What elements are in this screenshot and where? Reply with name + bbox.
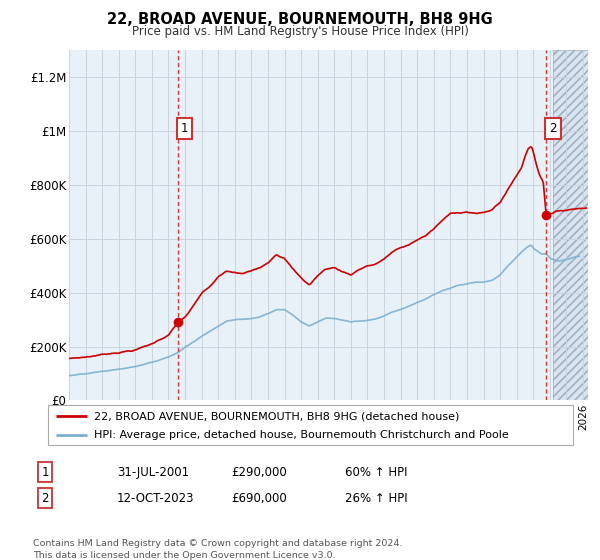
Text: HPI: Average price, detached house, Bournemouth Christchurch and Poole: HPI: Average price, detached house, Bour…: [94, 430, 509, 440]
Text: Contains HM Land Registry data © Crown copyright and database right 2024.
This d: Contains HM Land Registry data © Crown c…: [33, 539, 403, 559]
Text: 2: 2: [41, 492, 49, 505]
FancyBboxPatch shape: [48, 405, 573, 445]
Text: 1: 1: [41, 465, 49, 479]
Text: £290,000: £290,000: [231, 465, 287, 479]
Text: £690,000: £690,000: [231, 492, 287, 505]
Text: 2: 2: [549, 122, 557, 135]
Text: 12-OCT-2023: 12-OCT-2023: [117, 492, 194, 505]
Text: 26% ↑ HPI: 26% ↑ HPI: [345, 492, 407, 505]
Text: 1: 1: [181, 122, 188, 135]
Bar: [553, 50, 588, 400]
Text: Price paid vs. HM Land Registry's House Price Index (HPI): Price paid vs. HM Land Registry's House …: [131, 25, 469, 39]
Text: 60% ↑ HPI: 60% ↑ HPI: [345, 465, 407, 479]
Text: 31-JUL-2001: 31-JUL-2001: [117, 465, 189, 479]
Text: 22, BROAD AVENUE, BOURNEMOUTH, BH8 9HG: 22, BROAD AVENUE, BOURNEMOUTH, BH8 9HG: [107, 12, 493, 27]
Text: 22, BROAD AVENUE, BOURNEMOUTH, BH8 9HG (detached house): 22, BROAD AVENUE, BOURNEMOUTH, BH8 9HG (…: [94, 411, 460, 421]
Bar: [553, 50, 588, 400]
